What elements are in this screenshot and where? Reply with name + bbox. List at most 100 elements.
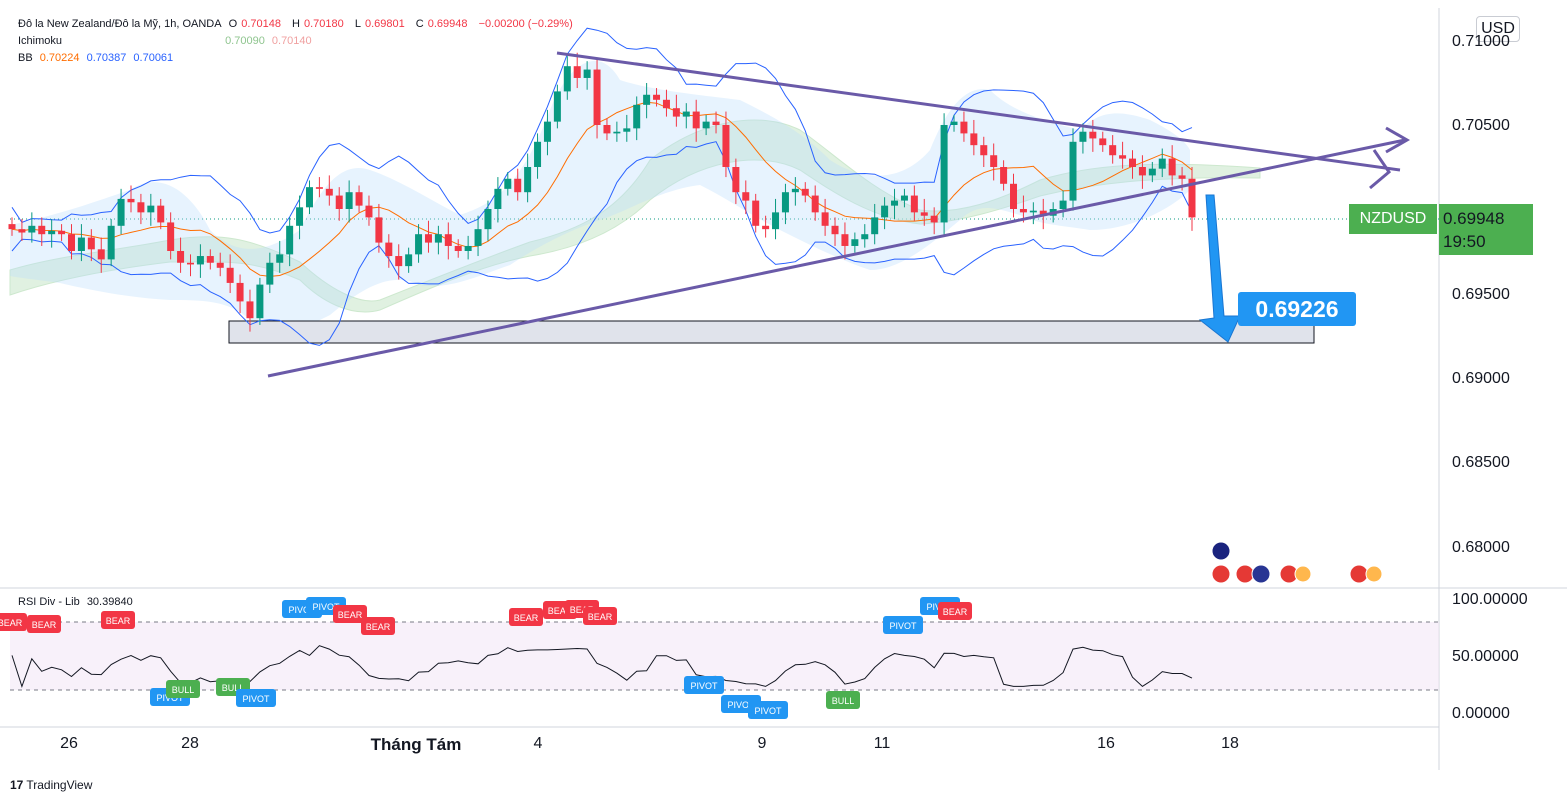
candle-body: [246, 301, 254, 319]
triangle-arrow-head-lower: [1369, 149, 1392, 190]
candle-body: [345, 192, 353, 209]
rsi-signal-bear[interactable]: BEAR: [27, 615, 61, 633]
candle-body: [821, 212, 829, 226]
rsi-signal-bear[interactable]: BEAR: [101, 611, 135, 629]
rsi-signal-bear[interactable]: BEAR: [0, 613, 27, 631]
time-tick: 26: [60, 735, 78, 752]
signal-text: PIVOT: [288, 605, 316, 615]
candle-body: [1158, 158, 1166, 169]
triangle-lower-line[interactable]: [267, 138, 1406, 378]
support-zone: [228, 320, 1315, 344]
rsi-signal-pivot[interactable]: PIVOT: [883, 616, 923, 634]
candle-body: [534, 141, 542, 167]
candle-body: [315, 187, 323, 189]
rsi-signal-bear[interactable]: BEAR: [361, 617, 395, 635]
candle-body: [157, 205, 165, 223]
candle-body: [405, 254, 413, 267]
candle-body: [1188, 178, 1196, 218]
bb-fill: [10, 60, 1190, 334]
economic-events[interactable]: [1211, 541, 1383, 584]
rsi-signal-bear[interactable]: BEAR: [938, 602, 972, 620]
triangle-upper-line[interactable]: [556, 51, 1401, 172]
candle-body: [167, 222, 175, 251]
time-tick: 11: [873, 735, 891, 752]
rsi-signal-bull[interactable]: BULL: [826, 691, 860, 709]
candle-body: [296, 207, 304, 226]
candle-body: [375, 217, 383, 243]
candle-body: [791, 188, 799, 193]
rsi-signals: BEARBEARBEARPIVOTBULLBULLPIVOTPIVOTPIVOT…: [0, 597, 972, 719]
rsi-signal-bull[interactable]: BULL: [166, 680, 200, 698]
candle-body: [732, 167, 740, 193]
candle-body: [117, 198, 125, 226]
rsi-signal-pivot[interactable]: PIVOT: [748, 701, 788, 719]
candle-body: [891, 200, 899, 206]
candle-body: [494, 188, 502, 209]
nz-flag-icon[interactable]: [1211, 541, 1231, 561]
star-icon[interactable]: [1365, 565, 1383, 583]
candle-body: [950, 121, 958, 125]
candle-body: [871, 217, 879, 235]
tradingview-logo[interactable]: 17 TradingView: [10, 778, 92, 792]
target-arrow-icon[interactable]: [1198, 194, 1241, 343]
candle-body: [58, 230, 66, 235]
bollinger-bands: [11, 27, 1193, 346]
candle-body: [643, 94, 651, 105]
candle-body: [77, 237, 85, 251]
target-price-label[interactable]: 0.69226: [1238, 292, 1356, 326]
signal-badge: [333, 605, 367, 623]
signal-text: BULL: [832, 696, 855, 706]
candle-body: [464, 245, 472, 251]
candle-body: [801, 188, 809, 196]
candle-body: [1138, 167, 1146, 176]
candle-body: [831, 225, 839, 235]
rsi-legend[interactable]: RSI Div - Lib 30.39840: [18, 596, 133, 608]
ichimoku-legend[interactable]: Ichimoku 0.70090 0.70140: [18, 35, 316, 48]
candle-body: [385, 242, 393, 257]
rsi-signal-pivot[interactable]: PIVOT: [236, 689, 276, 707]
price-tick: 0.69500: [1452, 286, 1510, 303]
rsi-signal-bear[interactable]: BEAR: [509, 608, 543, 626]
candle-body: [147, 205, 155, 213]
signal-text: PIVOT: [889, 621, 917, 631]
rsi-signal-bear[interactable]: BEAR: [583, 607, 617, 625]
candle-body: [613, 131, 621, 134]
signal-text: BEAR: [338, 610, 363, 620]
candle-body: [900, 195, 908, 201]
bb-legend[interactable]: BB 0.70224 0.70387 0.70061: [18, 52, 177, 65]
open-value: 0.70148: [241, 18, 281, 30]
candle-body: [236, 282, 244, 302]
star-icon[interactable]: [1294, 565, 1312, 583]
candle-body: [484, 209, 492, 230]
candle-body: [722, 125, 730, 167]
signal-badge: [583, 607, 617, 625]
rsi-signal-bear[interactable]: BEAR: [333, 605, 367, 623]
close-label: C 0.69948: [416, 18, 472, 30]
candle-body: [920, 212, 928, 216]
candle-body: [177, 251, 185, 263]
us-flag-icon[interactable]: [1211, 564, 1231, 584]
rsi-signal-pivot[interactable]: PIVOT: [684, 676, 724, 694]
candle-body: [910, 195, 918, 213]
candle-body: [742, 192, 750, 201]
candlestick-series: [8, 52, 1196, 332]
signal-text: PIVOT: [242, 694, 270, 704]
ichimoku-cloud: [9, 119, 1261, 313]
last-price-badge: 0.69948 19:50: [1439, 204, 1533, 255]
close-value: 0.69948: [427, 18, 468, 30]
us-flag-icon[interactable]: [1235, 564, 1255, 584]
ichimoku-label: Ichimoku: [18, 35, 63, 47]
candle-body: [841, 234, 849, 246]
bb-basis-line: [11, 101, 1193, 277]
candle-body: [524, 167, 532, 193]
symbol-price-label: NZDUSD: [1349, 204, 1437, 234]
us-flag-icon[interactable]: [1349, 564, 1369, 584]
currency-selector[interactable]: USD: [1476, 16, 1520, 42]
candle-body: [1119, 155, 1127, 159]
candle-body: [762, 225, 770, 230]
moon-icon[interactable]: [1251, 564, 1271, 584]
c-label: C: [415, 18, 424, 30]
bar-countdown: 19:50: [1443, 232, 1486, 251]
